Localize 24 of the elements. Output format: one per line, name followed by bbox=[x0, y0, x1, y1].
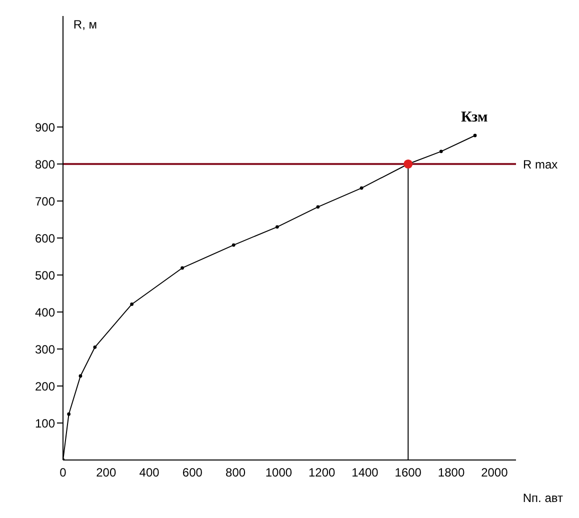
y-tick-label: 400 bbox=[34, 305, 56, 320]
y-tick-label: 500 bbox=[34, 268, 56, 282]
x-tick-label: 1200 bbox=[308, 466, 336, 480]
x-axis-title: Nп. авт bbox=[522, 491, 564, 505]
x-tick-label: 400 bbox=[139, 466, 160, 480]
x-tick-label: 800 bbox=[226, 466, 246, 480]
y-tick-label: 300 bbox=[34, 342, 56, 356]
ref-line-label: R max bbox=[523, 157, 558, 172]
y-tick-label: 800 bbox=[34, 157, 56, 172]
y-tick-label: 900 bbox=[34, 120, 56, 134]
x-tick-label: 1000 bbox=[265, 466, 292, 480]
x-tick-label: 1600 bbox=[394, 466, 422, 480]
x-tick-label: 1800 bbox=[438, 466, 465, 480]
x-tick-label: 1400 bbox=[352, 466, 379, 480]
y-tick-label: 100 bbox=[34, 416, 56, 430]
y-tick-label: 700 bbox=[34, 194, 56, 208]
x-tick-label: 2000 bbox=[481, 466, 508, 480]
series-label: Кзм bbox=[461, 110, 488, 126]
y-tick-label: 200 bbox=[34, 379, 56, 394]
x-tick-label: 600 bbox=[182, 466, 203, 480]
x-tick-label: 200 bbox=[96, 466, 116, 480]
y-tick-label: 600 bbox=[34, 231, 56, 246]
x-tick-label: 0 bbox=[60, 466, 67, 480]
y-axis-title: R, м bbox=[73, 18, 97, 32]
